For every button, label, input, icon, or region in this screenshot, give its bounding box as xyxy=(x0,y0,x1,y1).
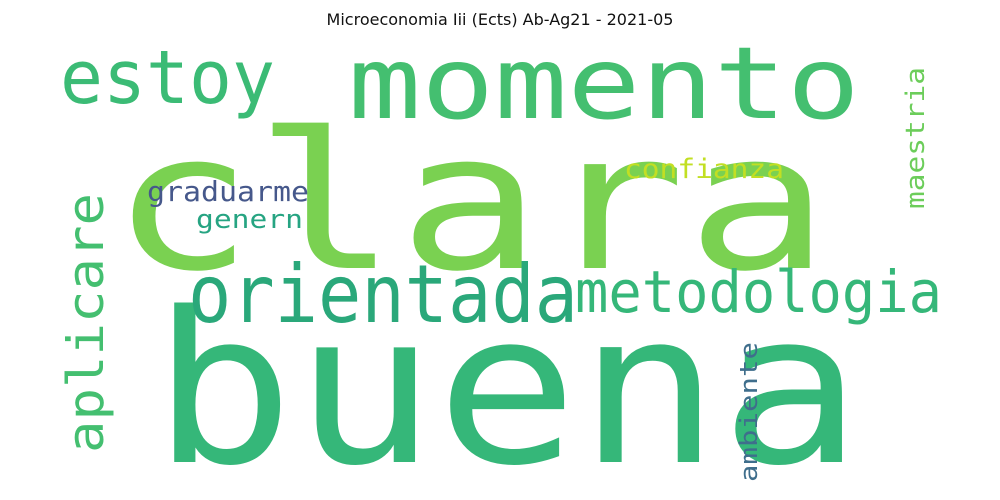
word-orientada: orientada xyxy=(188,248,578,341)
word-estoy: estoy xyxy=(60,35,275,121)
word-clara: clara xyxy=(110,92,830,313)
word-genern: genern xyxy=(196,205,303,235)
word-ambiente: ambiente xyxy=(735,342,763,482)
word-buena: buena xyxy=(152,267,862,500)
word-graduarme: graduarme xyxy=(147,175,309,208)
word-maestria: maestria xyxy=(901,67,931,209)
word-metodologia: metodologia xyxy=(575,258,942,326)
word-aplicare: aplicare xyxy=(57,193,115,453)
word-momento: momento xyxy=(348,25,860,142)
page-title: Microeconomia Iii (Ects) Ab-Ag21 - 2021-… xyxy=(326,10,674,29)
word-confianza: confianza xyxy=(624,154,784,185)
